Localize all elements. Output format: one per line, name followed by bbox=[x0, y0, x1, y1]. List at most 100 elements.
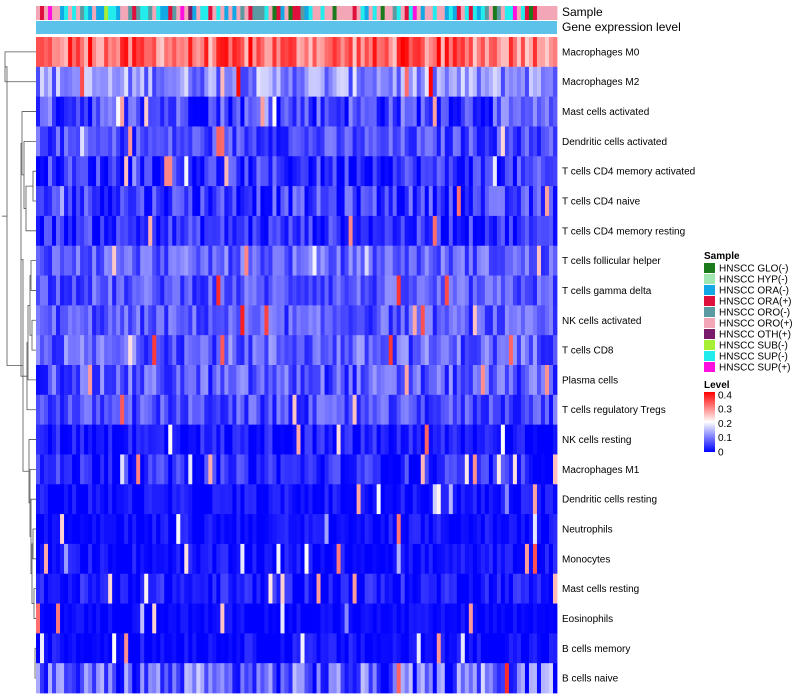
heatmap-cell bbox=[156, 663, 161, 694]
heatmap-cell bbox=[212, 335, 217, 366]
heatmap-cell bbox=[44, 215, 49, 247]
heatmap-cell bbox=[192, 156, 197, 187]
heatmap-cell bbox=[208, 245, 213, 276]
sample-annotation-cell bbox=[496, 6, 502, 20]
heatmap-cell bbox=[140, 424, 145, 455]
heatmap-cell bbox=[420, 514, 426, 545]
heatmap-cell bbox=[92, 633, 97, 664]
heatmap-cell bbox=[544, 514, 550, 545]
heatmap-cell bbox=[152, 543, 157, 575]
heatmap-cell bbox=[228, 37, 233, 68]
heatmap-cell bbox=[540, 275, 546, 306]
heatmap-cell bbox=[128, 96, 133, 127]
heatmap-cell bbox=[508, 514, 514, 545]
heatmap-cell bbox=[40, 305, 45, 336]
heatmap-cell bbox=[240, 663, 245, 694]
heatmap-cell bbox=[156, 245, 161, 276]
heatmap-cell bbox=[340, 543, 345, 575]
heatmap-cell bbox=[480, 215, 486, 247]
heatmap-cell bbox=[208, 424, 213, 455]
heatmap-cell bbox=[304, 156, 309, 187]
heatmap-cell bbox=[76, 96, 81, 127]
heatmap-cell bbox=[316, 454, 321, 485]
sample-legend-swatch bbox=[704, 307, 715, 317]
heatmap-cell bbox=[60, 633, 65, 664]
heatmap-cell bbox=[464, 37, 470, 68]
heatmap-cell bbox=[228, 275, 233, 306]
heatmap-cell bbox=[496, 484, 502, 515]
heatmap-cell bbox=[412, 335, 418, 366]
heatmap-cell bbox=[256, 215, 261, 247]
heatmap-cell bbox=[472, 454, 478, 485]
heatmap-cell bbox=[64, 96, 69, 127]
heatmap-cell bbox=[544, 633, 550, 664]
heatmap-cell bbox=[212, 454, 217, 485]
heatmap-cell bbox=[180, 454, 185, 485]
heatmap-cell bbox=[140, 514, 145, 545]
heatmap-cell bbox=[252, 633, 257, 664]
heatmap-cell bbox=[200, 633, 205, 664]
heatmap-cell bbox=[204, 66, 209, 98]
heatmap-cell bbox=[92, 603, 97, 634]
heatmap-cell bbox=[204, 275, 209, 306]
heatmap-cell bbox=[380, 633, 386, 664]
heatmap-cell bbox=[468, 335, 474, 366]
heatmap-cell bbox=[196, 96, 201, 127]
heatmap-cell bbox=[44, 245, 49, 276]
heatmap-cell bbox=[480, 603, 486, 634]
heatmap-cell bbox=[124, 633, 129, 664]
heatmap-cell bbox=[472, 365, 478, 396]
heatmap-cell bbox=[296, 543, 301, 575]
heatmap-cell bbox=[352, 603, 358, 634]
heatmap-cell bbox=[412, 66, 418, 98]
heatmap-cell bbox=[176, 66, 181, 98]
heatmap-cell bbox=[528, 275, 534, 306]
heatmap-cell bbox=[140, 275, 145, 306]
heatmap-cell bbox=[404, 543, 410, 575]
heatmap-cell bbox=[228, 424, 233, 455]
heatmap-cell bbox=[196, 335, 201, 366]
heatmap-cell bbox=[60, 394, 65, 426]
heatmap-cell bbox=[96, 394, 101, 426]
heatmap-cell bbox=[64, 335, 69, 366]
heatmap-cell bbox=[240, 514, 245, 545]
heatmap-cell bbox=[224, 96, 229, 127]
heatmap-cell bbox=[476, 663, 482, 694]
heatmap-cell bbox=[432, 484, 438, 515]
heatmap-cell bbox=[236, 365, 241, 396]
heatmap-cell bbox=[352, 215, 358, 247]
heatmap-cell bbox=[464, 275, 470, 306]
sample-annotation-cell bbox=[244, 6, 249, 20]
heatmap-cell bbox=[544, 66, 550, 98]
heatmap-cell bbox=[472, 543, 478, 575]
heatmap-cell bbox=[528, 543, 534, 575]
heatmap-cell bbox=[500, 633, 506, 664]
sample-annotation-cell bbox=[452, 6, 458, 20]
heatmap-cell bbox=[216, 454, 221, 485]
heatmap-cell bbox=[236, 156, 241, 187]
heatmap-cell bbox=[520, 424, 526, 455]
heatmap-cell bbox=[496, 156, 502, 187]
heatmap-cell bbox=[196, 603, 201, 634]
heatmap-cell bbox=[200, 37, 205, 68]
heatmap-cell bbox=[376, 603, 382, 634]
heatmap-cell bbox=[356, 603, 362, 634]
heatmap-cell bbox=[388, 126, 394, 157]
heatmap-cell bbox=[348, 245, 354, 276]
heatmap-cell bbox=[344, 394, 349, 426]
heatmap-cell bbox=[520, 305, 526, 336]
heatmap-cell bbox=[176, 514, 181, 545]
heatmap-cell bbox=[272, 245, 277, 276]
heatmap-cell bbox=[56, 66, 61, 98]
heatmap-cell bbox=[148, 484, 153, 515]
heatmap-cell bbox=[104, 365, 109, 396]
heatmap-cell bbox=[124, 275, 129, 306]
heatmap-cell bbox=[332, 454, 337, 485]
sample-annotation-cell bbox=[252, 6, 257, 20]
heatmap-cell bbox=[56, 603, 61, 634]
heatmap-cell bbox=[88, 543, 93, 575]
heatmap-cell bbox=[396, 66, 402, 98]
heatmap-cell bbox=[508, 543, 514, 575]
heatmap-cell bbox=[352, 96, 358, 127]
heatmap-cell bbox=[80, 454, 85, 485]
